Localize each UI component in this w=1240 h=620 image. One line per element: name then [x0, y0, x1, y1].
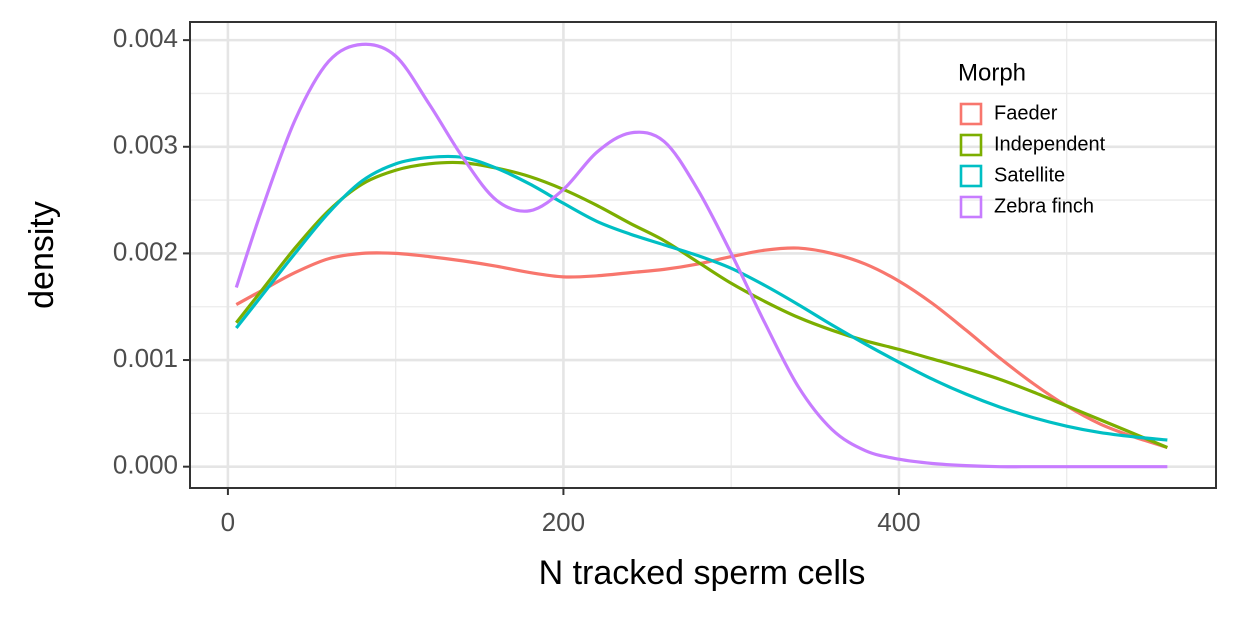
x-tick-label: 0	[221, 507, 235, 537]
y-tick-label: 0.003	[113, 130, 178, 160]
legend-label: Independent	[994, 133, 1106, 155]
y-tick-label: 0.004	[113, 23, 178, 53]
legend-label: Zebra finch	[994, 195, 1094, 217]
density-line	[235, 154, 1168, 442]
legend-label: Satellite	[994, 164, 1065, 186]
panel-border	[189, 21, 1217, 489]
density-line	[234, 42, 1168, 469]
x-tick-label: 400	[877, 507, 920, 537]
x-axis-title: N tracked sperm cells	[539, 554, 866, 592]
legend-key	[959, 164, 983, 188]
density-line	[235, 160, 1168, 449]
y-axis-title: density	[23, 201, 61, 309]
legend-key	[959, 133, 983, 157]
density-line	[235, 246, 1168, 450]
y-tick-label: 0.001	[113, 343, 178, 373]
y-tick-label: 0.002	[113, 236, 178, 266]
y-tick-label: 0.000	[113, 450, 178, 480]
legend-key	[959, 195, 983, 219]
legend-label: Faeder	[994, 102, 1058, 124]
x-tick-label: 200	[542, 507, 585, 537]
legend-title: Morph	[958, 59, 1026, 86]
legend-key	[959, 102, 983, 126]
